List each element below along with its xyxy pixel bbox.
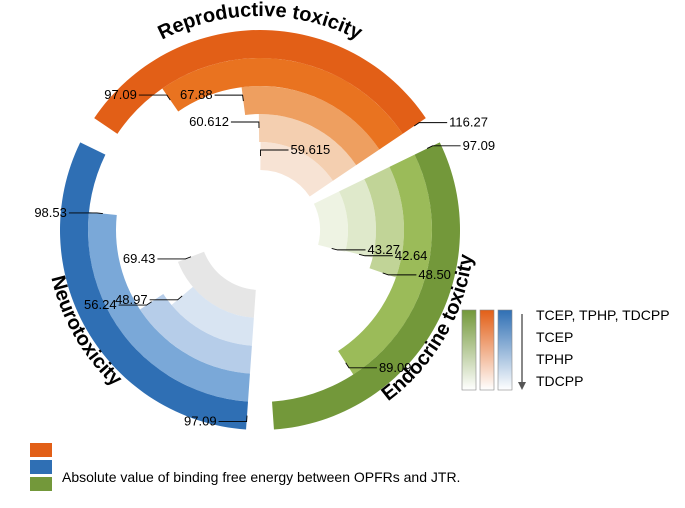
value-label-neurotoxicity-1: 48.97 xyxy=(115,292,148,307)
leader-reproductive-1 xyxy=(231,122,259,128)
radial-chart: Reproductive toxicity59.61560.61267.8897… xyxy=(0,0,685,508)
value-label-endocrine-3: 89.09 xyxy=(379,360,412,375)
value-label-endocrine-4: 97.09 xyxy=(463,138,496,153)
blue-bar xyxy=(498,310,512,390)
value-label-neurotoxicity-0: 69.43 xyxy=(123,251,156,266)
leader-reproductive-4 xyxy=(414,123,447,126)
value-label-neurotoxicity-2: 56.24 xyxy=(84,297,117,312)
gradient-label-2: TPHP xyxy=(536,351,573,367)
gradient-label-1: TCEP xyxy=(536,329,573,345)
value-label-reproductive-3: 97.09 xyxy=(104,87,137,102)
bottom-legend-swatches xyxy=(30,443,52,494)
value-label-reproductive-1: 60.612 xyxy=(189,114,229,129)
value-label-neurotoxicity-3: 98.53 xyxy=(34,205,67,220)
value-label-reproductive-2: 67.88 xyxy=(180,87,213,102)
leader-neurotoxicity-0 xyxy=(157,257,191,259)
gradient-arrow-head xyxy=(518,382,526,390)
value-label-reproductive-4: 116.27 xyxy=(449,115,488,130)
ring-endocrine-0 xyxy=(314,191,348,251)
swatch-green xyxy=(30,477,52,491)
leader-reproductive-2 xyxy=(215,95,244,101)
value-label-endocrine-2: 48.50 xyxy=(418,267,451,282)
value-label-endocrine-1: 42.64 xyxy=(395,248,428,263)
value-label-reproductive-0: 59.615 xyxy=(291,142,331,157)
orange-bar xyxy=(480,310,494,390)
bottom-legend-text: Absolute value of binding free energy be… xyxy=(62,469,460,485)
swatch-blue xyxy=(30,460,52,474)
swatch-orange xyxy=(30,443,52,457)
value-label-neurotoxicity-4: 97.09 xyxy=(184,414,217,429)
green-bar xyxy=(462,310,476,390)
gradient-label-0: TCEP, TPHP, TDCPP xyxy=(536,307,670,323)
gradient-label-3: TDCPP xyxy=(536,373,583,389)
